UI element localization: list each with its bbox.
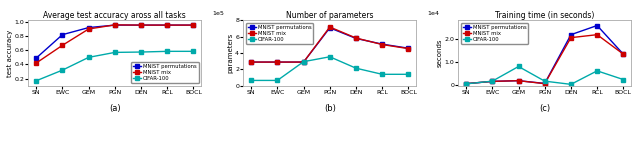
Title: Number of parameters: Number of parameters — [286, 11, 374, 20]
Legend: MNIST permutations, MNIST mix, CIFAR-100: MNIST permutations, MNIST mix, CIFAR-100 — [131, 62, 198, 83]
Line: MNIST permutations: MNIST permutations — [464, 23, 625, 86]
MNIST permutations — [593, 25, 601, 26]
MNIST permutations — [33, 57, 40, 59]
MNIST permutations — [137, 24, 145, 26]
Line: CIFAR-100: CIFAR-100 — [34, 49, 196, 83]
CIFAR-100 — [84, 56, 92, 58]
MNIST permutations — [84, 27, 92, 29]
MNIST mix — [541, 83, 548, 85]
MNIST permutations — [567, 34, 575, 36]
CIFAR-100 — [620, 79, 627, 80]
Text: (b): (b) — [324, 104, 336, 112]
MNIST permutations — [111, 24, 118, 26]
CIFAR-100 — [163, 50, 171, 52]
CIFAR-100 — [488, 80, 496, 82]
MNIST permutations — [620, 53, 627, 55]
CIFAR-100 — [33, 80, 40, 82]
CIFAR-100 — [247, 79, 255, 81]
CIFAR-100 — [300, 61, 307, 62]
Y-axis label: parameters: parameters — [228, 33, 234, 73]
MNIST mix — [593, 34, 601, 36]
MNIST mix — [84, 28, 92, 30]
Text: $\mathdefault{1e5}$: $\mathdefault{1e5}$ — [212, 9, 225, 17]
MNIST permutations — [247, 61, 255, 63]
CIFAR-100 — [593, 70, 601, 72]
CIFAR-100 — [59, 69, 67, 71]
MNIST permutations — [515, 80, 522, 82]
Legend: MNIST permutations, MNIST mix, CIFAR-100: MNIST permutations, MNIST mix, CIFAR-100 — [246, 23, 314, 44]
MNIST mix — [189, 24, 197, 26]
MNIST permutations — [404, 47, 412, 49]
CIFAR-100 — [378, 73, 386, 75]
Line: MNIST permutations: MNIST permutations — [249, 26, 410, 64]
CIFAR-100 — [189, 50, 197, 52]
MNIST mix — [620, 53, 627, 55]
Title: Training time (in seconds): Training time (in seconds) — [495, 11, 595, 20]
MNIST mix — [567, 37, 575, 38]
MNIST mix — [59, 44, 67, 46]
MNIST permutations — [189, 24, 197, 26]
Text: (a): (a) — [109, 104, 121, 112]
MNIST mix — [273, 61, 281, 63]
MNIST mix — [326, 26, 333, 28]
CIFAR-100 — [111, 52, 118, 53]
MNIST permutations — [378, 43, 386, 45]
CIFAR-100 — [567, 84, 575, 85]
Y-axis label: seconds: seconds — [437, 39, 443, 67]
MNIST mix — [163, 24, 171, 26]
MNIST mix — [111, 24, 118, 26]
Line: CIFAR-100: CIFAR-100 — [464, 64, 625, 86]
MNIST permutations — [488, 80, 496, 82]
CIFAR-100 — [273, 79, 281, 81]
MNIST mix — [300, 61, 307, 63]
MNIST permutations — [462, 83, 470, 85]
MNIST permutations — [273, 61, 281, 63]
CIFAR-100 — [462, 83, 470, 85]
CIFAR-100 — [404, 73, 412, 75]
CIFAR-100 — [352, 67, 360, 69]
CIFAR-100 — [541, 80, 548, 82]
Line: MNIST mix: MNIST mix — [464, 33, 625, 86]
MNIST permutations — [59, 34, 67, 36]
MNIST mix — [462, 83, 470, 85]
MNIST mix — [33, 62, 40, 64]
MNIST mix — [352, 37, 360, 39]
Line: MNIST mix: MNIST mix — [34, 23, 196, 65]
MNIST permutations — [300, 61, 307, 63]
Legend: MNIST permutations, MNIST mix, CIFAR-100: MNIST permutations, MNIST mix, CIFAR-100 — [461, 23, 529, 44]
CIFAR-100 — [137, 51, 145, 53]
MNIST mix — [488, 80, 496, 82]
Line: MNIST mix: MNIST mix — [249, 25, 410, 64]
MNIST mix — [247, 61, 255, 63]
CIFAR-100 — [326, 56, 333, 58]
MNIST mix — [378, 44, 386, 45]
MNIST mix — [404, 48, 412, 50]
Line: CIFAR-100: CIFAR-100 — [249, 55, 410, 83]
MNIST permutations — [541, 83, 548, 84]
Y-axis label: test accuracy: test accuracy — [7, 30, 13, 77]
CIFAR-100 — [515, 66, 522, 67]
Line: MNIST permutations: MNIST permutations — [34, 23, 196, 60]
Title: Average test accuracy aross all tasks: Average test accuracy aross all tasks — [44, 11, 186, 20]
MNIST mix — [137, 24, 145, 26]
MNIST permutations — [163, 24, 171, 26]
Text: $\mathdefault{1e4}$: $\mathdefault{1e4}$ — [427, 9, 440, 17]
MNIST permutations — [326, 27, 333, 29]
Text: (c): (c) — [539, 104, 550, 112]
MNIST permutations — [352, 38, 360, 39]
MNIST mix — [515, 80, 522, 82]
